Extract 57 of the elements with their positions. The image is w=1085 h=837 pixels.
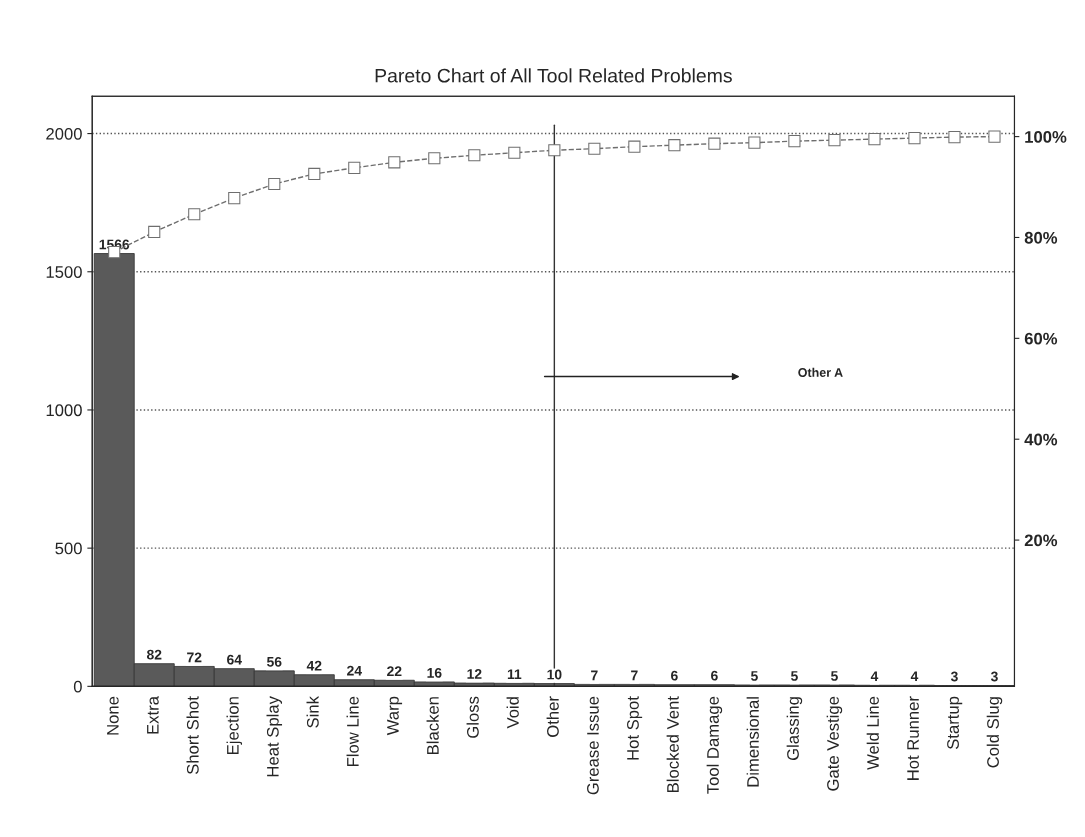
data-label: 22 xyxy=(387,666,402,676)
chart-title: Pareto Chart of All Tool Related Problems xyxy=(375,68,732,83)
y-tick-label: 0 xyxy=(73,680,82,693)
data-label: 3 xyxy=(950,671,958,682)
data-label: 4 xyxy=(870,671,879,681)
x-tick-label: Blocked Vent xyxy=(666,696,679,792)
data-label: 42 xyxy=(306,660,322,671)
y2-tick-label: 20% xyxy=(1024,534,1058,547)
y2-tick-label: 40% xyxy=(1024,433,1058,446)
annotation: Other A xyxy=(798,367,843,377)
data-label: 5 xyxy=(750,671,758,681)
data-label: 82 xyxy=(146,649,162,660)
y2-tick-label: 80% xyxy=(1024,231,1058,244)
x-tick-label: Gate Vestige xyxy=(826,696,843,791)
x-tick-label: Flow Line xyxy=(346,696,359,767)
x-tick-label: Extra xyxy=(147,696,159,734)
data-label: 12 xyxy=(467,669,482,679)
data-label: 16 xyxy=(427,667,442,678)
y2-tick-label: 60% xyxy=(1024,332,1058,345)
x-tick-label: Startup xyxy=(947,696,963,750)
data-label: 10 xyxy=(547,669,562,680)
data-label: 7 xyxy=(591,670,598,681)
x-tick-label: Tool Damage xyxy=(706,696,723,794)
x-tick-label: Hot Runner xyxy=(907,696,919,780)
x-tick-label: Short Shot xyxy=(186,696,199,775)
x-tick-label: Gloss xyxy=(466,696,479,738)
x-tick-label: Hot Spot xyxy=(627,696,643,760)
data-label: 64 xyxy=(227,654,242,665)
y-tick-label: 1000 xyxy=(46,404,82,417)
x-tick-label: Other xyxy=(546,696,559,737)
y-tick-label: 2000 xyxy=(46,127,82,140)
x-tick-label: Dimensional xyxy=(746,697,759,787)
x-tick-label: Weld Line xyxy=(866,696,879,770)
data-label: 5 xyxy=(790,671,798,681)
data-label: 6 xyxy=(711,670,718,681)
x-tick-label: Ejection xyxy=(226,697,243,754)
x-tick-label: Heat Splay xyxy=(266,696,283,777)
data-label: 6 xyxy=(671,670,678,681)
x-tick-label: None xyxy=(107,696,119,735)
x-tick-label: Blacken xyxy=(426,697,439,754)
x-tick-label: Sink xyxy=(306,696,319,728)
y-tick-label: 500 xyxy=(55,542,82,555)
data-label: 4 xyxy=(910,671,919,681)
data-label: 3 xyxy=(990,671,998,682)
y2-tick-label: 100% xyxy=(1025,131,1067,143)
y-tick-label: 1500 xyxy=(46,266,82,278)
x-tick-label: Warp xyxy=(387,696,403,736)
x-tick-label: Grease Issue xyxy=(587,696,599,795)
data-label: 5 xyxy=(830,671,838,681)
x-tick-label: Void xyxy=(506,697,519,729)
data-label: 11 xyxy=(507,669,522,680)
data-label: 72 xyxy=(187,652,202,663)
data-label: 7 xyxy=(631,670,638,681)
data-label: 24 xyxy=(347,665,362,676)
x-tick-label: Glassing xyxy=(786,697,803,761)
data-label: 56 xyxy=(266,656,282,667)
x-tick-label: Cold Slug xyxy=(986,697,1003,768)
